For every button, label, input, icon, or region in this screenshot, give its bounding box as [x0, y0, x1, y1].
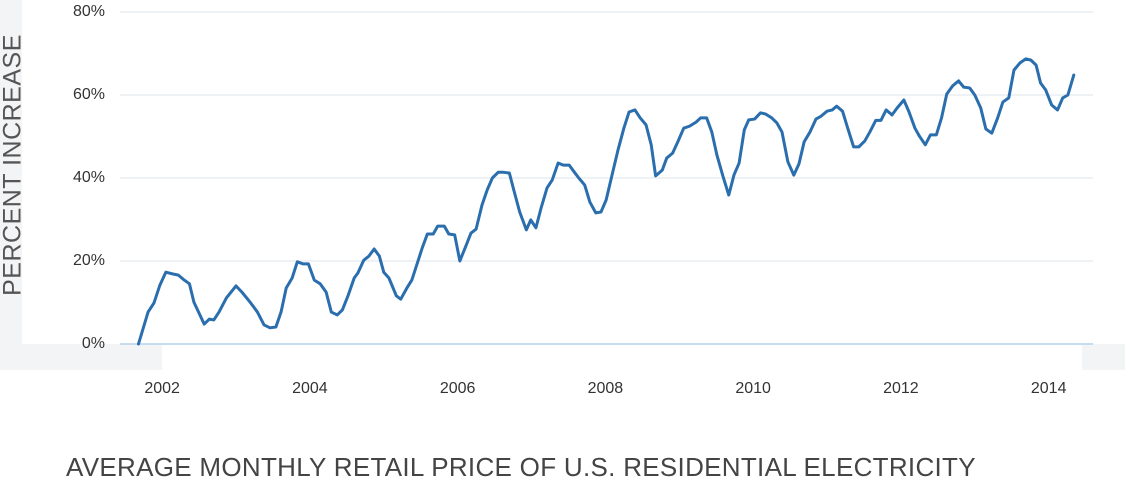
chart-title: AVERAGE MONTHLY RETAIL PRICE OF U.S. RES…	[66, 452, 976, 480]
line	[136, 57, 1076, 346]
axis-band	[0, 0, 22, 370]
axis-band	[1082, 344, 1125, 370]
x-tick-label: 2010	[735, 380, 771, 397]
axis-band	[0, 344, 162, 370]
x-tick-label: 2008	[588, 380, 624, 397]
y-tick-label: 40%	[73, 169, 105, 186]
x-tick-label: 2006	[440, 380, 476, 397]
x-tick-label: 2014	[1031, 380, 1067, 397]
y-tick-label: 20%	[73, 252, 105, 269]
y-tick-label: 0%	[82, 335, 105, 352]
x-tick-label: 2012	[883, 380, 919, 397]
y-tick-label: 80%	[73, 3, 105, 20]
y-tick-label: 60%	[73, 86, 105, 103]
x-tick-label: 2002	[144, 380, 180, 397]
x-tick-label: 2004	[292, 380, 328, 397]
y-axis-label: PERCENT INCREASE	[0, 34, 27, 296]
